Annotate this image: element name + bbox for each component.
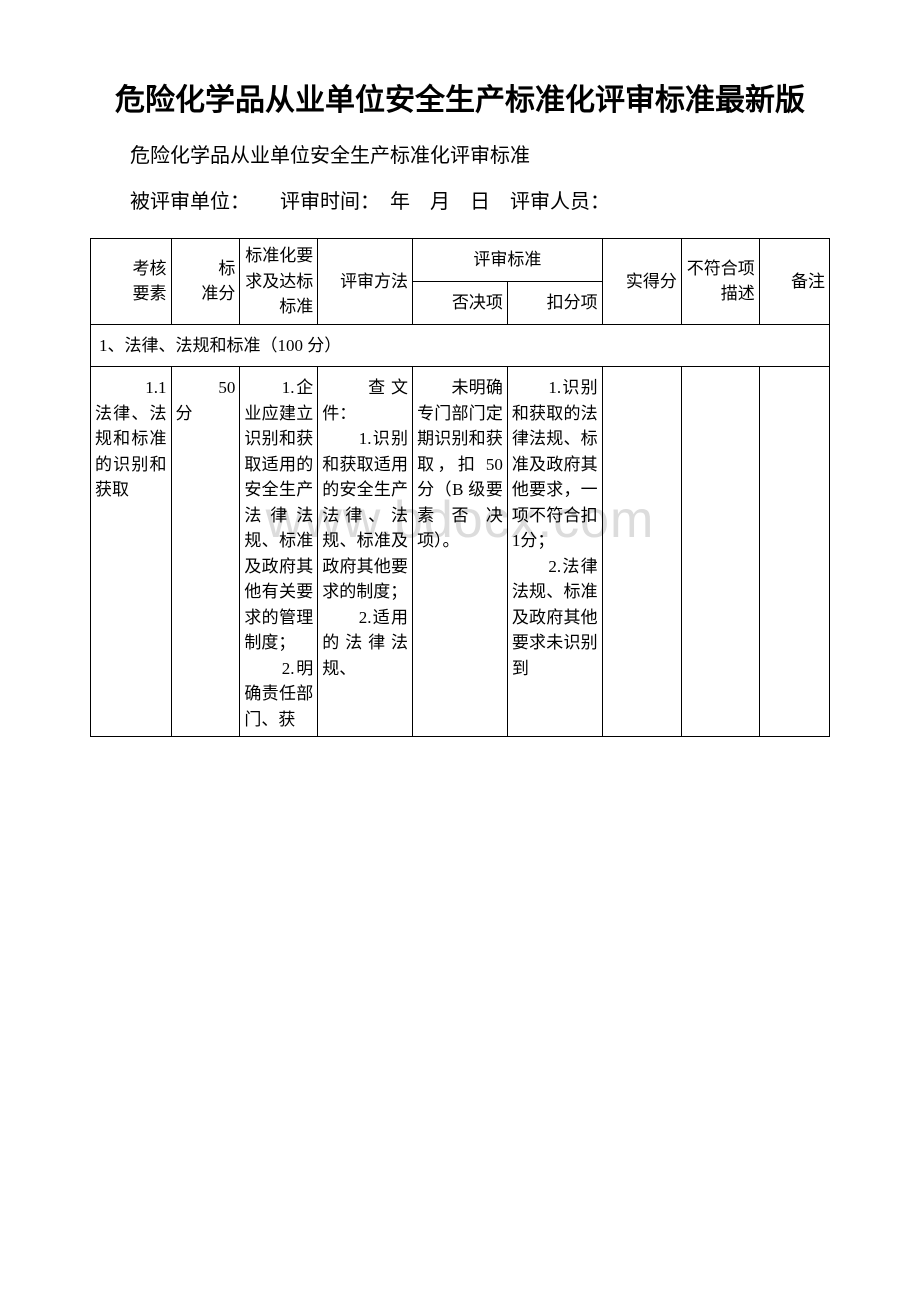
page-title: 危险化学品从业单位安全生产标准化评审标准最新版 (90, 80, 830, 122)
header-score: 标 准分 (171, 239, 240, 325)
header-criteria-group: 评审标准 (413, 239, 603, 282)
header-deduct: 扣分项 (507, 281, 602, 324)
header-remark: 备注 (759, 239, 829, 325)
table-header-row-1: 考核 要素 标 准分 标准化要求及达标标准 评审方法 评审标准 实得分 不符合项… (91, 239, 830, 282)
cell-remark (759, 367, 829, 737)
cell-noncomply (681, 367, 759, 737)
subtitle: 危险化学品从业单位安全生产标准化评审标准 (90, 140, 830, 172)
cell-element: 1.1 法律、法规和标准的识别和获取 (91, 367, 172, 737)
header-actual: 实得分 (602, 239, 681, 325)
cell-method: 查文件： 1.识别和获取适用的安全生产法律、法规、标准及政府其他要求的制度； 2… (318, 367, 413, 737)
cell-score: 50 分 (171, 367, 240, 737)
cell-deduct: 1.识别和获取的法律法规、标准及政府其他要求，一项不符合扣 1分； 2.法律法规… (507, 367, 602, 737)
document-content: 危险化学品从业单位安全生产标准化评审标准最新版 危险化学品从业单位安全生产标准化… (90, 80, 830, 737)
table-row: 1.1 法律、法规和标准的识别和获取 50 分 1.企业应建立识别和获取适用的安… (91, 367, 830, 737)
section-header-row: 1、法律、法规和标准（100 分） (91, 324, 830, 367)
header-method: 评审方法 (318, 239, 413, 325)
header-requirement: 标准化要求及达标标准 (240, 239, 318, 325)
cell-veto: 未明确专门部门定期识别和获取，扣 50分（B 级要素否决项）。 (413, 367, 508, 737)
info-line: 被评审单位： 评审时间： 年 月 日 评审人员： (90, 186, 830, 218)
cell-requirement: 1.企业应建立识别和获取适用的安全生产法律法规、标准及政府其他有关要求的管理制度… (240, 367, 318, 737)
header-veto: 否决项 (413, 281, 508, 324)
cell-actual (602, 367, 681, 737)
header-element: 考核 要素 (91, 239, 172, 325)
section-header: 1、法律、法规和标准（100 分） (91, 324, 830, 367)
header-noncomply: 不符合项描述 (681, 239, 759, 325)
evaluation-table: 考核 要素 标 准分 标准化要求及达标标准 评审方法 评审标准 实得分 不符合项… (90, 238, 830, 737)
